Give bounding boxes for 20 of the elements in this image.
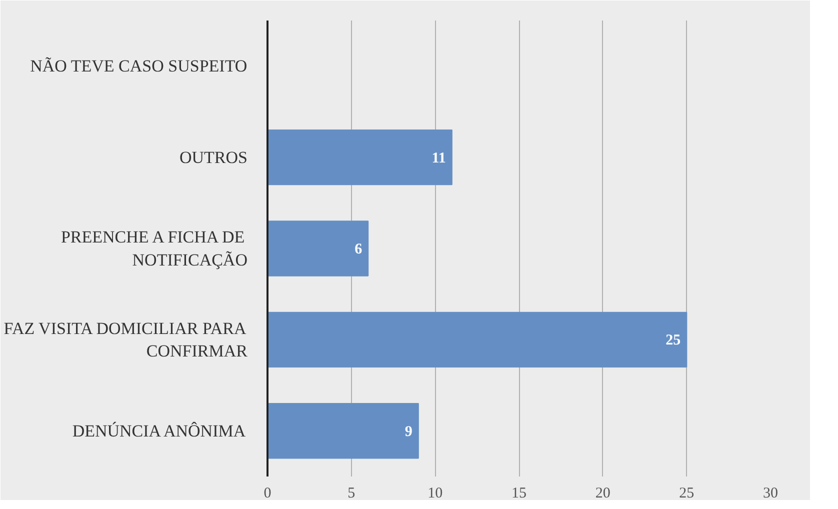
bar [268, 129, 452, 186]
y-tick-label: NÃO TEVE CASO SUSPEITO [30, 56, 248, 76]
y-tick-label: DENÚNCIA ANÔNIMA [72, 421, 246, 440]
x-tick-label: 30 [763, 486, 778, 502]
data-label: 11 [432, 150, 446, 166]
x-tick-label: 25 [679, 486, 694, 502]
data-label: 25 [666, 332, 681, 349]
y-tick-label: OUTROS [179, 148, 248, 167]
x-tick-label: 0 [264, 486, 272, 502]
x-tick-label: 5 [348, 486, 356, 502]
x-tick-label: 15 [512, 486, 526, 502]
y-tick-label: FAZ VISITA DOMICILIAR PARA CONFIRMAR [4, 318, 248, 361]
x-tick-label: 10 [428, 486, 443, 502]
y-tick-label: PREENCHE A FICHA DE NOTIFICAÇÃO [60, 228, 248, 270]
data-label: 9 [404, 424, 412, 440]
bar [268, 403, 419, 459]
bar [268, 220, 369, 276]
data-label: 6 [354, 242, 363, 258]
x-tick-label: 20 [595, 486, 610, 502]
bar [268, 312, 688, 368]
